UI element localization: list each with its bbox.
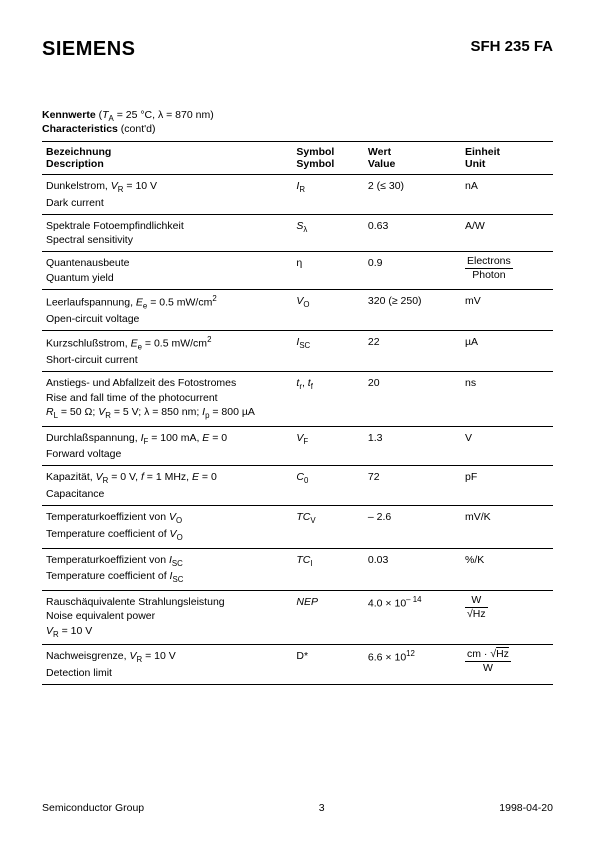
cell-value: 4.0 × 10– 14 [364,591,461,645]
footer-date: 1998-04-20 [499,802,553,814]
cell-unit: ElectronsPhoton [461,252,553,289]
table-body: Dunkelstrom, VR = 10 VDark current IR 2 … [42,175,553,685]
characteristics-table: BezeichnungDescription SymbolSymbol Wert… [42,141,553,685]
section-title: Kennwerte (TA = 25 °C, λ = 870 nm) Chara… [42,109,553,135]
cell-value: 22 [364,331,461,372]
cell-value: 6.6 × 1012 [364,645,461,685]
part-number: SFH 235 FA [470,38,553,55]
cell-unit: mV [461,289,553,330]
cell-symbol: TCI [292,548,364,590]
cell-description: Durchlaßspannung, IF = 100 mA, E = 0Forw… [42,426,292,466]
cell-description: Anstiegs- und Abfallzeit des Fotostromes… [42,372,292,426]
cell-value: 320 (≥ 250) [364,289,461,330]
cell-description: Rauschäquivalente StrahlungsleistungNois… [42,591,292,645]
cell-description: Kurzschlußstrom, Ee = 0.5 mW/cm2Short-ci… [42,331,292,372]
footer-left: Semiconductor Group [42,802,144,814]
cell-value: 72 [364,466,461,506]
cell-symbol: η [292,252,364,289]
conditions-text: (TA = 25 °C, λ = 870 nm) [96,109,214,121]
siemens-logo: SIEMENS [42,38,136,61]
table-row: Anstiegs- und Abfallzeit des Fotostromes… [42,372,553,426]
table-row: Leerlaufspannung, Ee = 0.5 mW/cm2Open-ci… [42,289,553,330]
cell-unit: pF [461,466,553,506]
table-row: Kurzschlußstrom, Ee = 0.5 mW/cm2Short-ci… [42,331,553,372]
page-header: SIEMENS SFH 235 FA [42,38,553,61]
cell-value: 0.03 [364,548,461,590]
cell-unit: W√Hz [461,591,553,645]
contd-text: (cont'd) [118,123,156,135]
cell-unit: mV/K [461,506,553,548]
cell-description: Temperaturkoeffizient von VOTemperature … [42,506,292,548]
cell-value: 20 [364,372,461,426]
header-unit: EinheitUnit [461,142,553,175]
table-row: Temperaturkoeffizient von VOTemperature … [42,506,553,548]
cell-symbol: VF [292,426,364,466]
cell-value: 2 (≤ 30) [364,175,461,215]
cell-symbol: tr, tf [292,372,364,426]
characteristics-label: Characteristics [42,123,118,135]
table-header-row: BezeichnungDescription SymbolSymbol Wert… [42,142,553,175]
page-footer: Semiconductor Group 3 1998-04-20 [42,802,553,814]
cell-value: 0.63 [364,214,461,251]
table-row: Nachweisgrenze, VR = 10 VDetection limit… [42,645,553,685]
cell-value: – 2.6 [364,506,461,548]
cell-description: Kapazität, VR = 0 V, f = 1 MHz, E = 0Cap… [42,466,292,506]
table-row: Spektrale FotoempfindlichkeitSpectral se… [42,214,553,251]
cell-value: 0.9 [364,252,461,289]
table-row: Dunkelstrom, VR = 10 VDark current IR 2 … [42,175,553,215]
cell-value: 1.3 [364,426,461,466]
cell-symbol: D* [292,645,364,685]
cell-unit: nA [461,175,553,215]
cell-description: Dunkelstrom, VR = 10 VDark current [42,175,292,215]
cell-description: Leerlaufspannung, Ee = 0.5 mW/cm2Open-ci… [42,289,292,330]
cell-symbol: NEP [292,591,364,645]
table-row: Rauschäquivalente StrahlungsleistungNois… [42,591,553,645]
cell-unit: µA [461,331,553,372]
cell-symbol: VO [292,289,364,330]
cell-unit: ns [461,372,553,426]
cell-unit: A/W [461,214,553,251]
table-row: Durchlaßspannung, IF = 100 mA, E = 0Forw… [42,426,553,466]
cell-unit: V [461,426,553,466]
cell-symbol: TCV [292,506,364,548]
table-row: Temperaturkoeffizient von ISCTemperature… [42,548,553,590]
cell-symbol: IR [292,175,364,215]
cell-description: Spektrale FotoempfindlichkeitSpectral se… [42,214,292,251]
cell-description: QuantenausbeuteQuantum yield [42,252,292,289]
header-description: BezeichnungDescription [42,142,292,175]
cell-description: Temperaturkoeffizient von ISCTemperature… [42,548,292,590]
cell-unit: cm · √HzW [461,645,553,685]
cell-unit: %/K [461,548,553,590]
footer-page-number: 3 [319,802,325,814]
header-value: WertValue [364,142,461,175]
cell-description: Nachweisgrenze, VR = 10 VDetection limit [42,645,292,685]
table-row: QuantenausbeuteQuantum yield η 0.9 Elect… [42,252,553,289]
table-row: Kapazität, VR = 0 V, f = 1 MHz, E = 0Cap… [42,466,553,506]
cell-symbol: ISC [292,331,364,372]
kennwerte-label: Kennwerte [42,109,96,121]
cell-symbol: Sλ [292,214,364,251]
header-symbol: SymbolSymbol [292,142,364,175]
cell-symbol: C0 [292,466,364,506]
